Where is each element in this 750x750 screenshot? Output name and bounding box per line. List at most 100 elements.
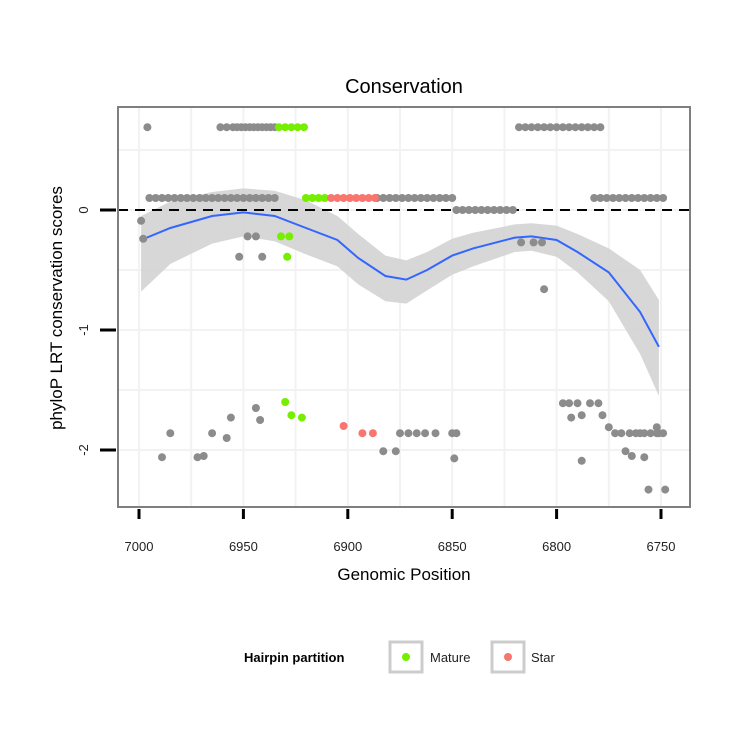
point-star: [352, 194, 361, 202]
point-other: [538, 238, 546, 247]
point-other: [264, 194, 273, 202]
point-star: [358, 194, 367, 202]
point-other: [143, 123, 152, 132]
point-other: [145, 194, 154, 202]
point-other: [646, 194, 655, 202]
point-other: [452, 429, 461, 438]
point-other: [251, 404, 260, 412]
point-other: [640, 453, 649, 462]
point-star: [333, 194, 342, 202]
point-other: [615, 194, 624, 202]
point-other: [458, 206, 467, 214]
y-axis: 0 -1 -2: [76, 206, 116, 456]
point-other: [170, 194, 179, 202]
point-other: [464, 206, 473, 214]
point-other: [529, 238, 538, 247]
point-star: [368, 429, 377, 438]
point-other: [176, 194, 185, 202]
point-other: [379, 447, 388, 456]
point-other: [640, 194, 649, 202]
x-tick-label: 6750: [647, 539, 676, 554]
point-other: [199, 452, 208, 460]
point-other: [609, 194, 617, 202]
point-other: [258, 194, 267, 202]
x-tick-label: 6850: [438, 539, 467, 554]
point-other: [398, 194, 407, 202]
point-star: [339, 194, 348, 202]
point-other: [540, 123, 549, 132]
point-other: [435, 194, 444, 202]
point-other: [391, 447, 400, 456]
point-star: [339, 422, 348, 430]
point-other: [527, 123, 536, 132]
point-other: [583, 123, 592, 132]
point-other: [594, 399, 603, 408]
legend-title: Hairpin partition: [244, 650, 344, 665]
point-other: [429, 194, 438, 202]
point-other: [586, 399, 594, 408]
point-other: [166, 429, 175, 438]
point-other: [652, 194, 661, 202]
point-other: [431, 429, 440, 438]
point-mature: [287, 123, 296, 132]
point-other: [540, 285, 549, 294]
point-other: [552, 123, 561, 132]
point-other: [404, 429, 413, 438]
point-other: [416, 194, 425, 202]
point-mature: [274, 123, 283, 132]
point-other: [659, 194, 668, 202]
point-other: [183, 194, 191, 202]
point-other: [195, 194, 204, 202]
point-other: [201, 194, 210, 202]
smooth-fit-line: [140, 211, 660, 348]
point-other: [243, 232, 252, 241]
point-other: [621, 194, 630, 202]
point-other: [158, 453, 166, 462]
point-other: [151, 194, 160, 202]
point-other: [621, 447, 630, 456]
point-other: [502, 206, 511, 214]
point-other: [627, 194, 636, 202]
point-other: [239, 194, 248, 202]
point-other: [596, 194, 605, 202]
x-tick-label: 6950: [229, 539, 258, 554]
x-axis: 7000 6950 6900 6850 6800 6750: [125, 509, 676, 554]
point-star: [345, 194, 354, 202]
point-other: [235, 252, 244, 261]
point-other: [627, 452, 636, 460]
point-other: [646, 429, 655, 438]
point-other: [577, 411, 586, 420]
x-axis-label: Genomic Position: [337, 565, 470, 584]
point-other: [546, 123, 555, 132]
point-other: [452, 206, 461, 214]
point-other: [596, 123, 605, 132]
plot-panel: [118, 107, 690, 507]
point-other: [220, 194, 229, 202]
x-tick-label: 6900: [333, 539, 362, 554]
point-other: [515, 123, 523, 132]
point-other: [193, 453, 202, 462]
point-other: [590, 123, 599, 132]
point-other: [421, 429, 430, 438]
legend-dot-mature: [402, 653, 410, 661]
point-other: [471, 206, 480, 214]
point-mature: [308, 194, 317, 202]
x-tick-label: 6800: [542, 539, 571, 554]
point-other: [590, 194, 599, 202]
point-other: [189, 194, 198, 202]
point-other: [208, 429, 217, 438]
point-other: [644, 485, 653, 494]
point-other: [412, 429, 421, 438]
point-other: [508, 206, 517, 214]
point-mature: [277, 232, 285, 241]
point-other: [571, 123, 580, 132]
point-other: [251, 194, 260, 202]
point-star: [364, 194, 373, 202]
point-other: [577, 123, 586, 132]
point-other: [164, 194, 173, 202]
legend: Hairpin partition Mature Star: [244, 640, 556, 674]
point-star: [358, 429, 367, 438]
point-star: [327, 194, 336, 202]
point-other: [396, 429, 404, 438]
